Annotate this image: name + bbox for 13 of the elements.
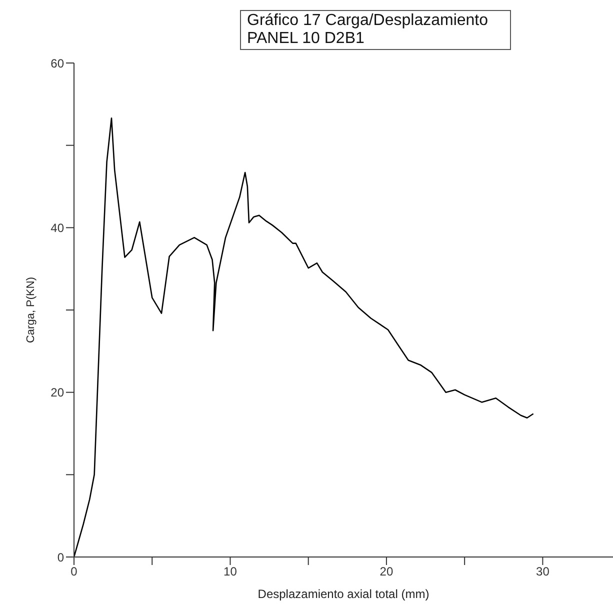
y-tick-label: 40 (50, 220, 64, 235)
x-tick-label: 20 (380, 564, 394, 579)
y-axis-title: Carga, P(KN) (24, 276, 37, 344)
x-axis-title: Desplazamiento axial total (mm) (258, 587, 430, 601)
line-series (74, 118, 534, 557)
x-tick-label: 30 (536, 564, 550, 579)
y-tick-label: 60 (50, 56, 64, 70)
y-tick-label: 20 (50, 386, 64, 400)
x-tick-label: 10 (224, 564, 238, 579)
x-tick-label: 0 (70, 564, 78, 579)
chart-title: Gráfico 17 Carga/Desplazamiento (247, 12, 490, 30)
y-tick-label: 0 (57, 550, 64, 564)
chart-subtitle: PANEL 10 D2B1 (247, 30, 366, 48)
